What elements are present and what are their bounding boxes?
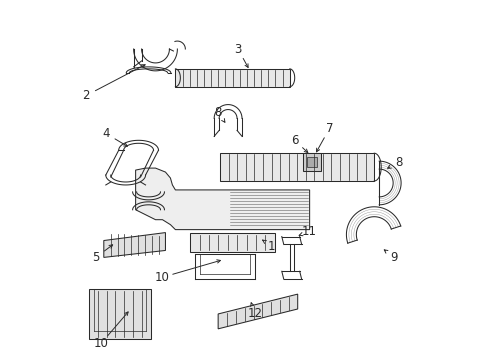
Text: 12: 12 [247,307,262,320]
Text: 8: 8 [214,106,222,119]
Polygon shape [190,233,274,252]
Text: 7: 7 [325,122,333,135]
Polygon shape [218,294,297,329]
Polygon shape [306,157,316,167]
Text: 6: 6 [290,134,298,147]
Polygon shape [175,69,289,87]
Polygon shape [89,289,150,339]
Polygon shape [220,153,373,181]
Text: 1: 1 [267,240,275,253]
Polygon shape [135,168,309,230]
Text: 10: 10 [93,337,108,350]
Polygon shape [302,153,320,171]
Text: 9: 9 [389,251,397,264]
Text: 2: 2 [82,89,89,102]
Polygon shape [103,233,165,257]
Text: 10: 10 [155,271,169,284]
Text: 11: 11 [302,225,317,238]
Text: 3: 3 [234,42,241,55]
Text: 8: 8 [395,156,402,168]
Text: 5: 5 [92,251,100,264]
Text: 4: 4 [102,127,109,140]
